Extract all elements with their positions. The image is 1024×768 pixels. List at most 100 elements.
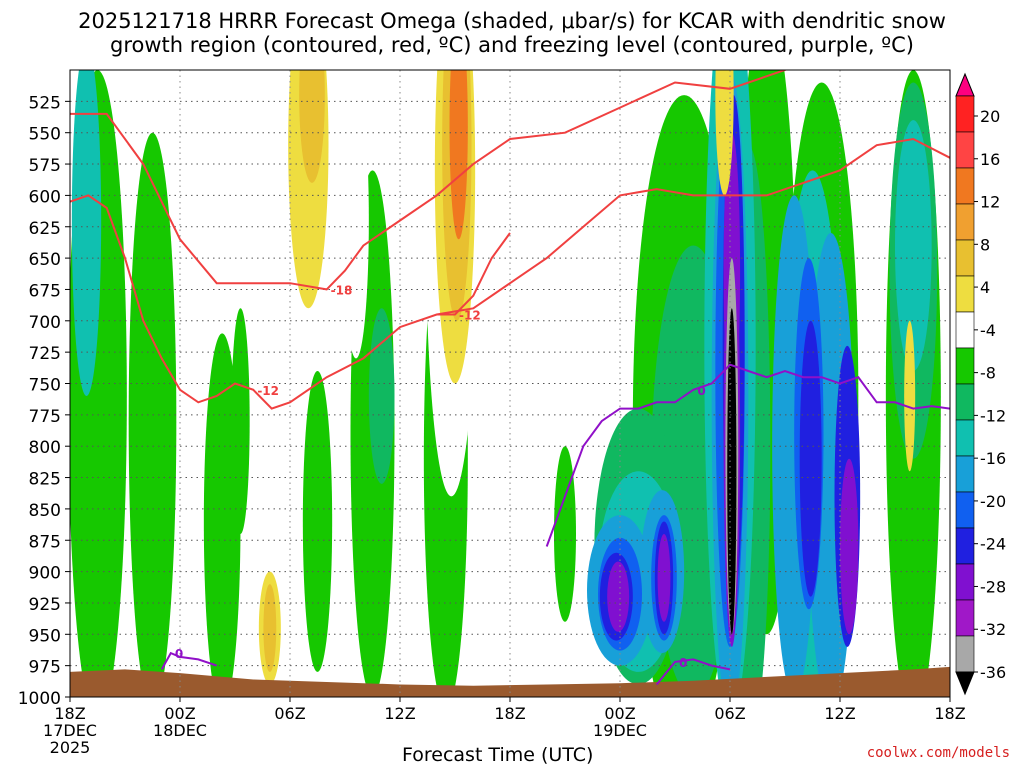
colorbar-swatch bbox=[955, 383, 975, 421]
x-tick-label: 00Z bbox=[164, 704, 195, 723]
colorbar-label: -28 bbox=[980, 577, 1006, 596]
y-tick-label: 900 bbox=[29, 564, 61, 584]
colorbar-arrow-bottom bbox=[955, 671, 975, 696]
colorbar-swatch bbox=[955, 311, 975, 349]
colorbar-label: 20 bbox=[980, 107, 1000, 126]
surface-terrain bbox=[70, 666, 950, 697]
colorbar-swatch bbox=[955, 275, 975, 313]
freezing-level-contour-line bbox=[545, 363, 950, 547]
grid bbox=[70, 70, 950, 698]
x-axis-title: Forecast Time (UTC) bbox=[402, 744, 594, 766]
contours: -18 -12 -12 0 0 0 bbox=[70, 70, 950, 686]
y-tick-label: 625 bbox=[29, 219, 61, 239]
y-tick-label: 650 bbox=[29, 250, 61, 270]
y-tick-label: 975 bbox=[29, 658, 61, 678]
colorbar-swatch bbox=[955, 419, 975, 457]
omega-area bbox=[263, 584, 277, 672]
axes: 525 550 575 600 625 650 675 700 725 750 775 800 825 8… bbox=[18, 69, 966, 757]
y-tick-label: 575 bbox=[29, 156, 61, 176]
dgz-contour-line bbox=[436, 232, 511, 316]
y-tick-label: 525 bbox=[29, 93, 61, 113]
colorbar-swatch bbox=[955, 527, 975, 565]
dgz-contour-label: -12 bbox=[459, 309, 481, 323]
dgz-contour-label: -18 bbox=[331, 283, 353, 297]
y-tick-label: 950 bbox=[29, 626, 61, 646]
omega-area bbox=[343, 82, 369, 359]
chart-title-line1: 2025121718 HRRR Forecast Omega (shaded, … bbox=[78, 9, 946, 33]
colorbar-label: -4 bbox=[980, 321, 996, 340]
y-tick-label: 750 bbox=[29, 376, 61, 396]
colorbar-swatch bbox=[955, 167, 975, 205]
colorbar-swatch bbox=[955, 491, 975, 529]
omega-area bbox=[368, 308, 395, 484]
colorbar-label: -32 bbox=[980, 620, 1006, 639]
colorbar-swatch bbox=[955, 635, 975, 673]
omega-area bbox=[231, 308, 250, 534]
omega-area bbox=[799, 320, 822, 597]
colorbar-swatch bbox=[955, 239, 975, 277]
x-tick-label: 2025 bbox=[50, 738, 91, 757]
y-tick-label: 725 bbox=[29, 344, 61, 364]
omega-area bbox=[71, 70, 102, 396]
omega-area bbox=[715, 70, 734, 196]
y-tick-label: 700 bbox=[29, 313, 61, 333]
colorbar-label: -16 bbox=[980, 449, 1006, 468]
y-tick-label: 1000 bbox=[18, 689, 61, 709]
omega-area bbox=[554, 446, 576, 622]
y-tick-label: 775 bbox=[29, 407, 61, 427]
colorbar-label: 16 bbox=[980, 150, 1000, 169]
colorbar-swatch bbox=[955, 95, 975, 133]
colorbar-swatch bbox=[955, 347, 975, 385]
omega-area bbox=[543, 70, 569, 459]
freezing-level-contour-label: 0 bbox=[697, 384, 705, 398]
omega-area bbox=[203, 333, 241, 697]
x-tick-label: 12Z bbox=[824, 704, 855, 723]
colorbar-label: -12 bbox=[980, 406, 1006, 425]
colorbar-label: -24 bbox=[980, 535, 1006, 554]
colorbar-arrow-top bbox=[955, 72, 975, 97]
dgz-contour-label: -12 bbox=[257, 384, 279, 398]
freezing-level-contour-label: 0 bbox=[175, 647, 183, 661]
x-tick-label: 18DEC bbox=[153, 721, 207, 740]
colorbar-label: 12 bbox=[980, 193, 1000, 212]
x-tick-label: 06Z bbox=[714, 704, 745, 723]
omega-area bbox=[657, 533, 671, 622]
credit-text: coolwx.com/models bbox=[866, 745, 1010, 761]
y-tick-label: 800 bbox=[29, 438, 61, 458]
dgz-contour-line bbox=[70, 137, 950, 410]
colorbar-label: 4 bbox=[980, 278, 990, 297]
colorbar-label: -8 bbox=[980, 364, 996, 383]
omega-area bbox=[449, 70, 468, 240]
x-tick-label: 12Z bbox=[384, 704, 415, 723]
colorbar-swatch bbox=[955, 563, 975, 601]
freezing-level-contour-line bbox=[655, 658, 731, 686]
dgz-contour-line bbox=[70, 70, 788, 291]
colorbar-swatch bbox=[955, 455, 975, 493]
y-tick-label: 850 bbox=[29, 501, 61, 521]
omega-area bbox=[299, 70, 325, 183]
y-tick-label: 600 bbox=[29, 187, 61, 207]
omega-area bbox=[598, 70, 624, 284]
y-tick-label: 825 bbox=[29, 470, 61, 490]
x-tick-label: 18Z bbox=[494, 704, 525, 723]
freezing-level-contour-line bbox=[160, 651, 218, 670]
omega-area bbox=[840, 458, 859, 635]
x-tick-label: 18Z bbox=[54, 704, 85, 723]
x-tick-label: 00Z bbox=[604, 704, 635, 723]
y-tick-label: 925 bbox=[29, 595, 61, 615]
colorbar-label: -36 bbox=[980, 663, 1006, 682]
freezing-level-contour-label: 0 bbox=[679, 656, 687, 670]
omega-area bbox=[727, 308, 737, 635]
omega-area bbox=[607, 561, 630, 632]
x-tick-label: 18Z bbox=[934, 704, 965, 723]
chart-title-line2: growth region (contoured, red, ºC) and f… bbox=[110, 33, 914, 57]
colorbar-label: -20 bbox=[980, 492, 1006, 511]
x-tick-label: 19DEC bbox=[593, 721, 647, 740]
y-tick-label: 875 bbox=[29, 532, 61, 552]
colorbar-swatch bbox=[955, 131, 975, 169]
omega-area bbox=[302, 370, 333, 672]
omega-area bbox=[904, 320, 916, 472]
y-tick-label: 550 bbox=[29, 125, 61, 145]
x-tick-label: 17DEC bbox=[43, 721, 97, 740]
